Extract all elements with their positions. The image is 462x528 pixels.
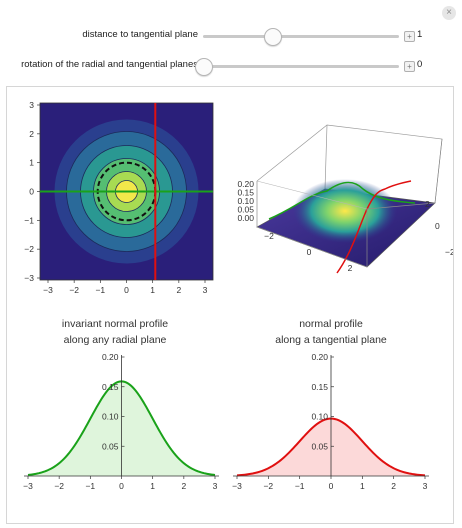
contour-plot: −3 −2 −1 0 1 2 3 3 2 1 0 −1 −2 −3 xyxy=(24,100,214,295)
y-tick-label: 0.10 xyxy=(311,412,328,422)
surface-y-tick-label: 0 xyxy=(435,221,440,231)
tangential-profile-chart: normal profile along a tangential plane … xyxy=(232,318,429,491)
y-tick-label: 0.05 xyxy=(102,441,119,451)
contour-y-tick-label: −1 xyxy=(24,215,34,225)
surface-x-axis: −2 0 2 xyxy=(264,231,352,273)
x-tick-label: 2 xyxy=(391,481,396,491)
x-tick-label: −3 xyxy=(23,481,33,491)
contour-x-tick-label: 0 xyxy=(124,285,129,295)
surface-tangential-curve xyxy=(336,180,412,274)
contour-x-tick-label: −1 xyxy=(95,285,105,295)
x-tick-label: 1 xyxy=(360,481,365,491)
contour-y-tick-label: 3 xyxy=(29,100,34,110)
contour-x-tick-label: −2 xyxy=(69,285,79,295)
rotation-value: 0 xyxy=(417,59,423,70)
contour-y-tick-label: −3 xyxy=(24,273,34,283)
x-tick-label: 1 xyxy=(150,481,155,491)
distance-control: distance to tangential plane + 1 xyxy=(0,26,462,46)
surface-z-tick-label: 0.15 xyxy=(237,188,254,198)
radial-title-line1: invariant normal profile xyxy=(62,318,168,330)
radial-title-line2: along any radial plane xyxy=(64,334,167,346)
rotation-label: rotation of the radial and tangential pl… xyxy=(21,59,198,70)
surface-x-tick-label: 2 xyxy=(348,263,353,273)
contour-x-tick-label: −3 xyxy=(43,285,53,295)
surface-z-tick-label: 0.00 xyxy=(237,213,254,223)
rotation-control: rotation of the radial and tangential pl… xyxy=(0,56,462,76)
contour-x-tick-label: 1 xyxy=(150,285,155,295)
close-icon[interactable]: × xyxy=(442,6,456,20)
surface-x-tick-label: 0 xyxy=(307,247,312,257)
surface-z-tick-label: 0.05 xyxy=(237,205,254,215)
y-tick-label: 0.20 xyxy=(102,352,119,362)
x-tick-label: 2 xyxy=(181,481,186,491)
surface-plot: 0.200.150.100.050.00 −2 0 2 2 0 −2 xyxy=(237,124,455,274)
surface-z-axis: 0.200.150.100.050.00 xyxy=(237,179,254,223)
x-tick-label: 3 xyxy=(423,481,428,491)
y-tick-label: 0.20 xyxy=(311,352,328,362)
contour-y-tick-label: 2 xyxy=(29,129,34,139)
y-tick-label: 0.15 xyxy=(102,382,119,392)
x-tick-label: −1 xyxy=(85,481,95,491)
contour-y-axis: 3 2 1 0 −1 −2 −3 xyxy=(24,100,40,283)
x-tick-label: −3 xyxy=(232,481,242,491)
surface-peak xyxy=(293,179,397,243)
surface-x-tick-label: −2 xyxy=(264,231,274,241)
distance-expand-button[interactable]: + xyxy=(404,31,415,42)
rotation-expand-button[interactable]: + xyxy=(404,61,415,72)
surface-radial-curve xyxy=(268,181,416,220)
tangential-profile-axes: −3 −2 −1 0 1 2 3 0.05 0.10 0.15 0.20 xyxy=(232,352,429,491)
y-tick-label: 0.10 xyxy=(102,412,119,422)
radial-profile-chart: invariant normal profile along any radia… xyxy=(23,318,219,491)
x-tick-label: 0 xyxy=(329,481,334,491)
surface-z-tick-label: 0.10 xyxy=(237,196,254,206)
rotation-slider-thumb[interactable] xyxy=(195,58,213,76)
tangential-title-line2: along a tangential plane xyxy=(275,334,387,346)
x-tick-label: −2 xyxy=(54,481,64,491)
x-tick-label: 0 xyxy=(119,481,124,491)
distance-slider[interactable] xyxy=(203,35,399,38)
surface-y-tick-label: −2 xyxy=(445,247,453,257)
contour-x-axis: −3 −2 −1 0 1 2 3 xyxy=(43,280,208,295)
distance-value: 1 xyxy=(417,29,423,40)
y-tick-label: 0.15 xyxy=(311,382,328,392)
contour-y-tick-label: 1 xyxy=(29,158,34,168)
contour-x-tick-label: 2 xyxy=(176,285,181,295)
contour-y-tick-label: −2 xyxy=(24,244,34,254)
contour-x-tick-label: 3 xyxy=(203,285,208,295)
rotation-slider[interactable] xyxy=(203,65,399,68)
x-tick-label: −1 xyxy=(295,481,305,491)
distance-label: distance to tangential plane xyxy=(82,29,198,40)
x-tick-label: −2 xyxy=(263,481,273,491)
tangential-title-line1: normal profile xyxy=(299,318,363,330)
surface-z-tick-label: 0.20 xyxy=(237,179,254,189)
radial-profile-axes: −3 −2 −1 0 1 2 3 0.05 0.10 0.15 0.20 xyxy=(23,352,219,491)
y-tick-label: 0.05 xyxy=(311,441,328,451)
surface-y-axis: 2 0 −2 xyxy=(425,199,455,257)
output-panel: −3 −2 −1 0 1 2 3 3 2 1 0 −1 −2 −3 0.20 0.15 0.10 0.05 0.… xyxy=(6,86,455,524)
contour-y-tick-label: 0 xyxy=(29,187,34,197)
surface-y-tick-label: 2 xyxy=(425,199,430,209)
x-tick-label: 3 xyxy=(213,481,218,491)
distance-slider-thumb[interactable] xyxy=(263,28,282,46)
